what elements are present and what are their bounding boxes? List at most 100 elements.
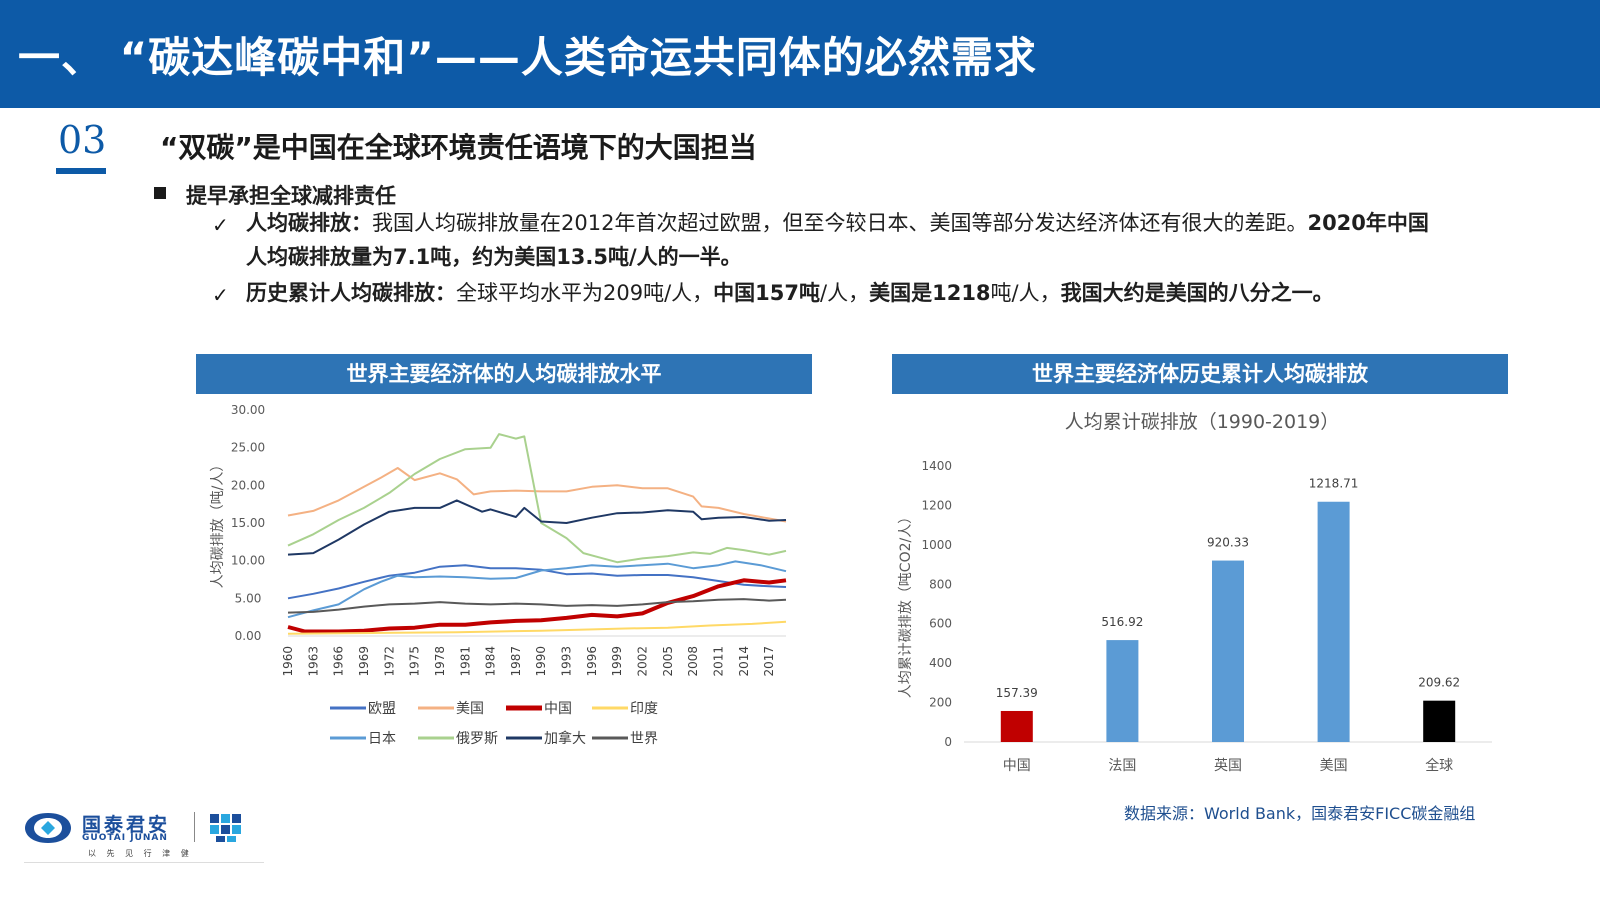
y-tick-label: 1000 (921, 538, 952, 552)
y-tick-label: 800 (929, 577, 952, 591)
legend-label: 中国 (544, 701, 572, 717)
series-line (287, 578, 787, 634)
legend-label: 世界 (630, 731, 658, 747)
section-number-underline (56, 168, 106, 174)
x-tick-label: 2008 (686, 646, 700, 677)
bullet-heading: 提早承担全球减排责任 (186, 184, 396, 208)
item-2-text-2: /人， (820, 281, 870, 305)
x-tick-label: 2011 (711, 646, 725, 677)
y-tick-label: 5.00 (235, 591, 262, 605)
y-tick-label: 30.00 (231, 403, 265, 417)
chart-title: 人均累计碳排放（1990-2019） (1065, 411, 1340, 433)
x-tick-label: 1987 (509, 646, 523, 677)
x-tick-label: 2014 (737, 646, 751, 677)
y-tick-label: 25.00 (231, 441, 265, 455)
logo-slogan: 以 先 见 行 津 健 (88, 849, 193, 858)
y-tick-label: 0.00 (235, 629, 262, 643)
item-2-line-1: 历史累计人均碳排放：全球平均水平为209吨/人，中国157吨/人，美国是1218… (246, 276, 1334, 310)
x-tick-label: 1996 (585, 646, 599, 677)
bar-value-label: 920.33 (1207, 536, 1249, 550)
section-title: “双碳”是中国在全球环境责任语境下的大国担当 (160, 131, 757, 164)
x-tick-label: 1984 (484, 646, 498, 677)
page-title: 一、 “碳达峰碳中和”——人类命运共同体的必然需求 (18, 33, 1037, 82)
company-logo: 国泰君安 GUOTAI JUNAN 以 先 见 行 津 健 (22, 808, 264, 868)
x-tick-label: 1993 (560, 646, 574, 677)
y-tick-label: 10.00 (231, 554, 265, 568)
logo-baseline (24, 862, 264, 863)
x-tick-label: 2005 (661, 646, 675, 677)
logo-emblem-icon (25, 813, 71, 843)
x-category-label: 英国 (1214, 757, 1242, 774)
logo-name-en: GUOTAI JUNAN (82, 833, 168, 843)
legend-label: 日本 (368, 731, 396, 747)
data-source: 数据来源：World Bank，国泰君安FICC碳金融组 (1124, 804, 1476, 823)
series-line (287, 499, 787, 556)
item-1-lead: 人均碳排放： (246, 211, 372, 235)
bar (1000, 710, 1033, 742)
series-line (287, 620, 787, 635)
item-1-line-2: 人均碳排放量为7.1吨，约为美国13.5吨/人的一半。 (246, 240, 742, 274)
item-2-bold-3: 我国大约是美国的八分之一。 (1060, 281, 1334, 305)
left-panel-title: 世界主要经济体的人均碳排放水平 (196, 354, 812, 394)
y-tick-label: 15.00 (231, 516, 265, 530)
legend-label: 加拿大 (544, 730, 586, 747)
item-1-line-1: 人均碳排放：我国人均碳排放量在2012年首次超过欧盟，但至今较日本、美国等部分发… (246, 206, 1429, 240)
x-category-label: 法国 (1108, 758, 1136, 774)
legend-label: 欧盟 (368, 701, 396, 717)
x-category-label: 中国 (1003, 758, 1031, 774)
bar-value-label: 209.62 (1418, 676, 1460, 690)
x-tick-label: 1960 (281, 646, 295, 677)
bar (1423, 700, 1456, 742)
bar-chart: 人均累计碳排放（1990-2019） 1400 1200 1000 800 600 400 2… (898, 411, 1492, 774)
y-tick-label: 0 (944, 735, 952, 749)
section-number: 03 (58, 118, 107, 162)
series-line (287, 564, 787, 600)
x-tick-label: 1972 (382, 646, 396, 677)
x-tick-label: 1969 (357, 646, 371, 677)
bar-value-label: 157.39 (996, 686, 1038, 700)
x-tick-label: 2002 (636, 646, 650, 677)
series-line (287, 560, 787, 619)
y-tick-label: 200 (929, 696, 952, 710)
right-panel-title: 世界主要经济体历史累计人均碳排放 (892, 354, 1508, 394)
x-tick-label: 1978 (433, 646, 447, 677)
y-tick-label: 20.00 (231, 478, 265, 492)
x-tick-label: 2017 (762, 646, 776, 677)
y-axis-label: 人均累计碳排放（吨CO2/人） (898, 510, 914, 698)
header-bar: 一、 “碳达峰碳中和”——人类命运共同体的必然需求 (0, 0, 1600, 108)
legend-label: 美国 (456, 701, 484, 717)
item-2-bold-2: 美国是1218 (869, 281, 991, 305)
item-2-lead: 历史累计人均碳排放： (246, 281, 456, 305)
x-tick-label: 1966 (332, 646, 346, 677)
x-category-label: 全球 (1425, 757, 1453, 774)
legend-label: 印度 (630, 701, 658, 717)
legend-label: 俄罗斯 (456, 731, 498, 747)
x-tick-label: 1999 (610, 646, 624, 677)
y-tick-label: 1400 (921, 459, 952, 473)
checkmark-icon: ✓ (212, 213, 229, 237)
line-chart: 30.00 25.00 20.00 15.00 10.00 5.00 0.00 人均碳排放（吨… (210, 403, 787, 747)
bar (1106, 640, 1139, 742)
logo-mark-icon (210, 814, 241, 842)
bar (1317, 501, 1350, 742)
bar-value-label: 1218.71 (1309, 477, 1359, 491)
x-tick-label: 1963 (306, 646, 320, 677)
x-tick-label: 1975 (408, 646, 422, 677)
bar-value-label: 516.92 (1101, 615, 1143, 629)
item-1-line-2-bold: 人均碳排放量为7.1吨，约为美国13.5吨/人的一半。 (246, 245, 742, 269)
item-2-bold-1: 中国157吨 (713, 281, 821, 305)
logo-name-cn: 国泰君安 (82, 814, 171, 836)
series-line (287, 467, 787, 523)
y-tick-label: 1200 (921, 498, 952, 512)
y-tick-label: 600 (929, 617, 952, 631)
y-tick-label: 400 (929, 656, 952, 670)
item-2-text-1: 全球平均水平为209吨/人， (456, 281, 714, 305)
item-2-text-3: 吨/人， (990, 281, 1061, 305)
y-axis-label: 人均碳排放（吨/人） (210, 458, 226, 589)
checkmark-icon: ✓ (212, 283, 229, 307)
series-line (287, 598, 787, 614)
series-line (287, 433, 787, 564)
item-1-bold: 2020年中国 (1307, 211, 1429, 235)
logo-divider (194, 812, 195, 842)
x-tick-label: 1990 (534, 646, 548, 677)
